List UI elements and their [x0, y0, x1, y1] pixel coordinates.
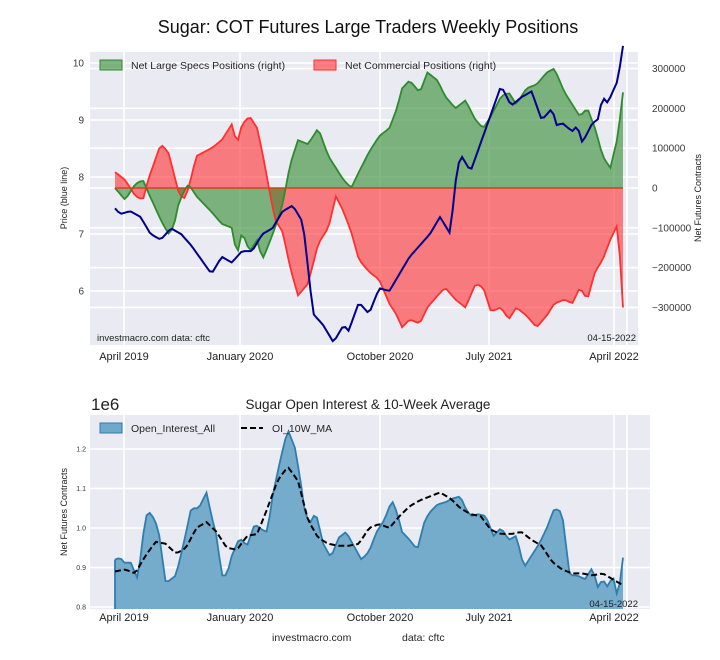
- y-tick-left: 6: [78, 287, 84, 298]
- footer-data: data: cftc: [402, 632, 445, 644]
- bottom-chart-title: Sugar Open Interest & 10-Week Average: [246, 397, 491, 412]
- commercial-area: [115, 118, 623, 328]
- x-tick-label: October 2020: [347, 351, 414, 363]
- x-tick-label: July 2021: [465, 351, 512, 363]
- top-fills: [115, 68, 623, 328]
- y-tick: 0.8: [76, 605, 86, 612]
- open-interest-line: [114, 428, 624, 597]
- y-tick-right: −200000: [652, 263, 692, 274]
- y-tick-left: 9: [78, 116, 84, 127]
- open-interest-area: [115, 431, 623, 609]
- bottom-y-axis: 0.8 0.9 1.0 1.1 1.2: [76, 447, 86, 612]
- y-tick-left: 7: [78, 230, 84, 241]
- top-legend: Net Large Specs Positions (right) Net Co…: [99, 59, 496, 72]
- top-ylabel-left: Price (blue line): [59, 167, 69, 230]
- legend-label-ma: OI_10W_MA: [272, 423, 332, 435]
- y-tick: 0.9: [76, 565, 86, 572]
- legend-swatch-oi: [99, 422, 123, 434]
- legend-swatch-specs: [99, 59, 123, 71]
- y-tick-right: −300000: [652, 303, 692, 314]
- bottom-ylabel: Net Futures Contracts: [59, 467, 69, 556]
- footer-source: investmacro.com: [272, 632, 352, 644]
- y-tick-right: 100000: [652, 144, 686, 155]
- y-tick-right: −100000: [652, 223, 692, 234]
- ma-line: [114, 466, 624, 587]
- top-y-axis-left: 6 7 8 9 10: [73, 59, 85, 298]
- y-tick-right: 0: [652, 184, 658, 195]
- y-tick-right: 200000: [652, 104, 686, 115]
- price-line: [114, 45, 624, 343]
- specs-line: [114, 67, 624, 260]
- x-tick-label: October 2020: [347, 612, 414, 624]
- top-date-note: 04-15-2022: [587, 333, 636, 344]
- y-tick-left: 8: [78, 173, 84, 184]
- top-x-axis: April 2019 January 2020 October 2020 July 2…: [99, 351, 639, 363]
- top-y-axis-right: −300000 −200000 −100000 0 100000 200000 300000: [652, 64, 692, 314]
- y-tick-right: 300000: [652, 64, 686, 75]
- top-ylabel-right: Net Futures Contracts: [693, 153, 703, 242]
- x-tick-label: April 2022: [589, 612, 639, 624]
- x-tick-label: April 2019: [99, 612, 149, 624]
- legend-label-commercial: Net Commercial Positions (right): [345, 60, 496, 72]
- y-tick: 1.1: [76, 486, 86, 493]
- top-source-note: investmacro.com data: cftc: [97, 333, 210, 344]
- specs-area: [115, 68, 623, 258]
- bottom-lines: [114, 428, 624, 609]
- top-lines: [114, 45, 624, 343]
- y-tick: 1.0: [76, 526, 86, 533]
- legend-swatch-commercial: [313, 59, 337, 71]
- bottom-scale-label: 1e6: [91, 395, 119, 414]
- x-tick-label: January 2020: [207, 351, 274, 363]
- commercial-line: [114, 117, 624, 329]
- legend-label-specs: Net Large Specs Positions (right): [131, 60, 285, 72]
- y-tick-left: 10: [73, 59, 85, 70]
- x-tick-label: April 2019: [99, 351, 149, 363]
- x-tick-label: July 2021: [465, 612, 512, 624]
- x-tick-label: January 2020: [207, 612, 274, 624]
- y-tick: 1.2: [76, 447, 86, 454]
- bottom-fills: [115, 431, 623, 609]
- x-tick-label: April 2022: [589, 351, 639, 363]
- legend-label-oi: Open_Interest_All: [131, 423, 215, 435]
- bottom-x-axis: April 2019 January 2020 October 2020 July 2…: [99, 612, 639, 624]
- top-chart-title: Sugar: COT Futures Large Traders Weekly …: [158, 17, 579, 37]
- bottom-date-note: 04-15-2022: [589, 599, 638, 610]
- bottom-legend: Open_Interest_All OI_10W_MA: [99, 422, 332, 435]
